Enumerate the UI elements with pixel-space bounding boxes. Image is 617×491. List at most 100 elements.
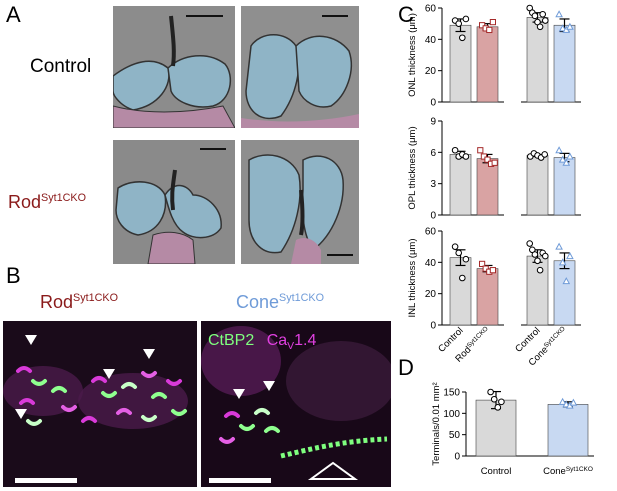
data-point bbox=[451, 243, 459, 250]
y-axis-label: OPL thickness (μm) bbox=[407, 126, 418, 209]
rod-label-sup: Syt1CKO bbox=[41, 192, 87, 204]
x-tick-label: Control bbox=[481, 466, 512, 477]
data-point bbox=[566, 152, 574, 160]
y-tick-label: 100 bbox=[443, 409, 460, 420]
data-point bbox=[486, 26, 493, 34]
marker-cav-suffix: 1.4 bbox=[294, 332, 317, 349]
panel-letter-b: B bbox=[6, 263, 21, 288]
data-point bbox=[562, 158, 571, 166]
data-point bbox=[536, 266, 544, 274]
cone-title-text: Cone bbox=[236, 292, 280, 312]
data-point bbox=[542, 252, 549, 260]
bar bbox=[476, 158, 499, 216]
data-point bbox=[487, 388, 494, 396]
fluorescence-image-cone bbox=[201, 321, 391, 487]
y-tick-label: 40 bbox=[425, 258, 437, 269]
data-point bbox=[542, 17, 549, 24]
data-point bbox=[477, 147, 484, 154]
bar bbox=[547, 404, 589, 457]
y-tick-label: 0 bbox=[430, 98, 436, 109]
panel-letter-d: D bbox=[398, 355, 414, 380]
data-point bbox=[555, 146, 563, 154]
data-point bbox=[539, 10, 546, 18]
y-tick-label: 0 bbox=[430, 321, 436, 332]
marker-cav-sub: V bbox=[287, 341, 295, 353]
data-point bbox=[498, 398, 505, 406]
data-point bbox=[489, 19, 497, 26]
data-point bbox=[562, 277, 571, 285]
y-axis-label: Terminals/0.01 mm² bbox=[431, 382, 442, 465]
chart-opl-thickness: 0 3 6 9 OPL thickness (μm) bbox=[407, 117, 581, 222]
data-point bbox=[462, 255, 470, 263]
scalebar-fluo-rod bbox=[15, 478, 77, 483]
y-tick-label: 20 bbox=[425, 289, 437, 300]
cone-title-sup: Syt1CKO bbox=[279, 292, 325, 304]
marker-cav14: CaV1.4 bbox=[266, 332, 317, 353]
bar bbox=[526, 17, 549, 103]
bar bbox=[449, 154, 472, 216]
data-point bbox=[569, 398, 578, 406]
data-point bbox=[558, 24, 567, 32]
data-point bbox=[482, 265, 489, 272]
row-label-rod-syt1cko: RodSyt1CKO bbox=[8, 192, 86, 213]
data-point bbox=[558, 397, 567, 405]
data-point bbox=[494, 404, 502, 411]
chart-onl-thickness: 0 20 40 60 ONL thickness (μm) bbox=[407, 4, 581, 109]
rod-label-text: Rod bbox=[8, 192, 42, 212]
rod-title-text: Rod bbox=[40, 292, 74, 312]
data-point bbox=[459, 34, 466, 42]
y-tick-label: 3 bbox=[430, 179, 436, 190]
y-tick-label: 50 bbox=[449, 430, 461, 441]
fluorescence-image-rod bbox=[3, 321, 197, 487]
data-point bbox=[462, 153, 470, 160]
y-tick-label: 60 bbox=[425, 227, 437, 238]
y-tick-label: 0 bbox=[430, 211, 436, 222]
scalebar-em-1 bbox=[186, 15, 223, 17]
arrowhead-1 bbox=[25, 335, 37, 345]
y-tick-label: 9 bbox=[430, 117, 436, 128]
y-tick-label: 40 bbox=[425, 35, 437, 46]
title-cone-syt1cko: ConeSyt1CKO bbox=[236, 292, 324, 313]
y-tick-label: 60 bbox=[425, 4, 437, 15]
data-point bbox=[536, 23, 544, 31]
marker-cav-prefix: Ca bbox=[266, 332, 288, 349]
y-tick-label: 150 bbox=[443, 388, 460, 399]
y-tick-label: 20 bbox=[425, 66, 437, 77]
bar bbox=[526, 255, 549, 326]
data-point bbox=[566, 22, 574, 30]
data-point bbox=[480, 153, 488, 160]
data-point bbox=[455, 20, 463, 27]
y-tick-label: 0 bbox=[454, 452, 460, 463]
data-point bbox=[490, 395, 498, 403]
bar bbox=[553, 260, 576, 326]
data-point bbox=[558, 155, 567, 163]
panel-letter-a: A bbox=[6, 2, 21, 27]
data-point bbox=[484, 156, 491, 163]
y-axis-label: INL thickness (μm) bbox=[407, 238, 418, 317]
row-label-control: Control bbox=[30, 56, 92, 77]
data-point bbox=[479, 260, 486, 267]
scalebar-em-3 bbox=[200, 148, 226, 150]
scalebar-em-4 bbox=[327, 254, 353, 256]
data-point bbox=[531, 12, 539, 20]
data-point bbox=[555, 10, 563, 18]
bar bbox=[553, 157, 576, 216]
em-image-control-2 bbox=[241, 6, 359, 128]
title-rod-syt1cko: RodSyt1CKO bbox=[40, 292, 118, 313]
em-image-rod-1 bbox=[113, 140, 235, 264]
y-axis-label: ONL thickness (μm) bbox=[407, 13, 418, 97]
data-point bbox=[566, 252, 574, 260]
data-point bbox=[459, 274, 466, 282]
data-point bbox=[489, 267, 497, 274]
data-point bbox=[555, 242, 563, 250]
bar bbox=[449, 257, 472, 326]
scalebar-fluo-cone bbox=[209, 478, 271, 483]
bar bbox=[526, 155, 549, 216]
data-point bbox=[526, 240, 533, 247]
y-tick-label: 6 bbox=[430, 148, 436, 159]
data-point bbox=[531, 251, 539, 258]
data-point bbox=[462, 15, 470, 23]
bar bbox=[476, 268, 499, 326]
